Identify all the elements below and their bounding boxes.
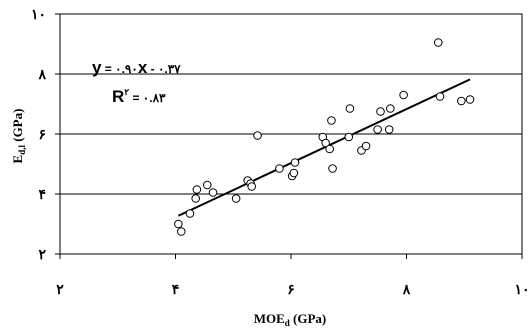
- gridlines: [60, 73, 522, 195]
- y-tick-label-1: ۴: [38, 188, 46, 203]
- data-point-5: [202, 180, 212, 190]
- data-point-3: [191, 194, 201, 203]
- x-tick-label-3: ٨: [402, 283, 411, 298]
- data-point-17: [321, 138, 330, 148]
- trendline-group: [177, 78, 471, 217]
- x-axis-ticks: ٢ ۴ ۶ ٨ ١٠: [56, 254, 528, 298]
- r2-superscript: ٢: [124, 87, 129, 97]
- data-point-11: [253, 131, 262, 140]
- data-point-14: [289, 168, 299, 178]
- equation-intercept: - ۰.۳۷: [147, 62, 181, 76]
- data-point-29: [399, 90, 408, 100]
- data-point-27: [384, 125, 394, 134]
- data-point-4: [192, 185, 202, 194]
- data-points: [174, 38, 475, 236]
- equation-coef: = ۰.۹۰: [101, 62, 137, 76]
- data-point-1: [176, 227, 186, 236]
- trendline: [177, 78, 471, 217]
- data-point-31: [435, 92, 445, 101]
- data-point-10: [247, 182, 257, 191]
- data-point-26: [376, 107, 385, 116]
- y-tick-label-0: ٢: [38, 248, 46, 263]
- data-point-30: [433, 38, 443, 47]
- x-tick-label-4: ١٠: [514, 283, 528, 298]
- y-axis-title: Ed,l (GPa): [10, 109, 27, 164]
- data-point-21: [344, 132, 354, 142]
- data-point-2: [185, 209, 195, 218]
- data-point-12: [275, 164, 284, 173]
- y-axis-title-sub: d,l: [17, 145, 27, 155]
- x-axis-title-main: MOE: [254, 311, 285, 326]
- data-point-28: [386, 104, 395, 113]
- equation-label: y = ۰.۹۰x - ۰.۳۷: [92, 58, 181, 77]
- data-point-32: [457, 96, 466, 106]
- equation-x: x: [138, 58, 148, 77]
- data-point-6: [208, 188, 218, 197]
- r2-letter: R: [112, 87, 124, 106]
- data-point-25: [373, 125, 382, 134]
- x-tick-label-1: ۴: [172, 283, 180, 298]
- data-point-18: [325, 144, 334, 154]
- y-axis-title-unit: (GPa): [10, 109, 25, 145]
- y-tick-label-4: ١٠: [31, 8, 46, 23]
- data-point-0: [174, 219, 183, 229]
- data-point-33: [465, 95, 475, 104]
- y-axis-ticks: ٢ ۴ ۶ ٨ ١٠: [31, 8, 60, 263]
- x-axis-title-sub: d: [285, 318, 290, 328]
- x-tick-label-2: ۶: [287, 283, 295, 298]
- r-squared-label: R٢ = ۰.٨٣: [112, 87, 166, 106]
- y-axis-title-main: E: [10, 155, 25, 164]
- data-point-22: [345, 104, 355, 113]
- data-point-24: [361, 141, 371, 151]
- data-point-19: [327, 116, 336, 125]
- x-axis-title: MOEd (GPa): [254, 311, 327, 328]
- y-tick-label-3: ٨: [37, 68, 46, 83]
- data-point-7: [231, 194, 241, 203]
- r2-value: = ۰.٨٣: [129, 91, 166, 105]
- data-point-20: [328, 164, 337, 173]
- x-axis-title-unit: (GPa): [290, 311, 326, 326]
- x-tick-label-0: ٢: [56, 283, 64, 298]
- equation-y: y: [92, 58, 102, 77]
- data-point-15: [290, 158, 300, 167]
- y-tick-label-2: ۶: [38, 128, 46, 143]
